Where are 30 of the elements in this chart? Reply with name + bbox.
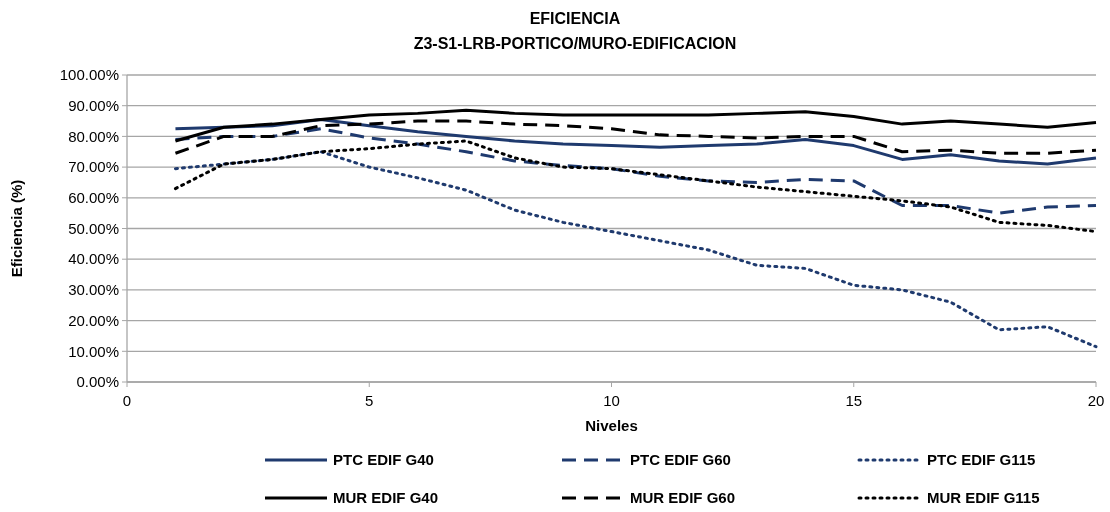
y-tick-label: 70.00% [68, 158, 119, 176]
y-tick-label: 90.00% [68, 96, 119, 114]
chart-title: EFICIENCIA [529, 10, 621, 27]
x-tick-label: 10 [603, 392, 620, 409]
chart-subtitle: Z3-S1-LRB-PORTICO/MURO-EDIFICACION [413, 35, 737, 52]
x-tick-label: 15 [845, 392, 863, 409]
y-axis-title: Eficiencia (%) [8, 179, 25, 278]
legend-label: PTC EDIF G40 [333, 451, 434, 469]
legend-label: MUR EDIF G40 [333, 489, 439, 507]
legend-label: PTC EDIF G115 [927, 451, 1036, 469]
y-tick-label: 60.00% [68, 189, 119, 207]
y-tick-label: 80.00% [68, 127, 119, 145]
legend-label: MUR EDIF G60 [630, 489, 736, 507]
x-axis-title: Niveles [585, 417, 638, 434]
y-tick-label: 10.00% [68, 342, 119, 360]
y-tick-label: 50.00% [68, 219, 119, 237]
y-tick-label: 100.00% [59, 66, 119, 84]
line-series [173, 150, 1098, 349]
y-tick-label: 20.00% [68, 311, 119, 329]
x-tick-label: 0 [122, 392, 132, 409]
y-tick-label: 40.00% [68, 250, 119, 268]
legend-label: PTC EDIF G60 [630, 451, 731, 469]
line-series [173, 119, 1098, 155]
line-series [173, 108, 1098, 143]
y-tick-label: 0.00% [76, 373, 119, 391]
x-tick-label: 20 [1087, 392, 1105, 409]
x-tick-label: 5 [365, 392, 374, 409]
line-series [173, 127, 1098, 215]
legend-label: MUR EDIF G115 [927, 489, 1040, 507]
y-tick-label: 30.00% [68, 281, 119, 299]
